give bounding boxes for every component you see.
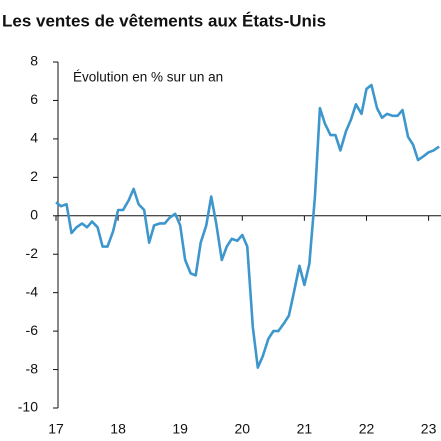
x-tick-label: 20 xyxy=(235,421,251,437)
y-tick-label: 0 xyxy=(30,206,38,222)
x-tick-label: 22 xyxy=(359,421,375,437)
y-tick-label: -6 xyxy=(26,322,39,338)
x-tick-label: 19 xyxy=(172,421,188,437)
y-tick-label: 2 xyxy=(30,168,38,184)
y-tick-label: -8 xyxy=(26,360,39,376)
y-tick-label: 8 xyxy=(30,53,38,69)
line xyxy=(55,83,440,369)
annotation: Évolution en % sur un an xyxy=(73,70,223,85)
chart-title: Les ventes de vêtements aux États-Unis xyxy=(2,11,326,30)
y-tick-label: 4 xyxy=(30,130,38,146)
y-tick-label: -2 xyxy=(26,245,39,261)
x-tick-label: 18 xyxy=(110,421,126,437)
x-tick-label: 21 xyxy=(297,421,313,437)
y-tick-label: -10 xyxy=(18,399,38,415)
x-tick-label: 17 xyxy=(48,421,64,437)
x-tick-label: 23 xyxy=(421,421,437,437)
y-tick-label: 6 xyxy=(30,91,38,107)
y-tick-label: -4 xyxy=(26,283,39,299)
